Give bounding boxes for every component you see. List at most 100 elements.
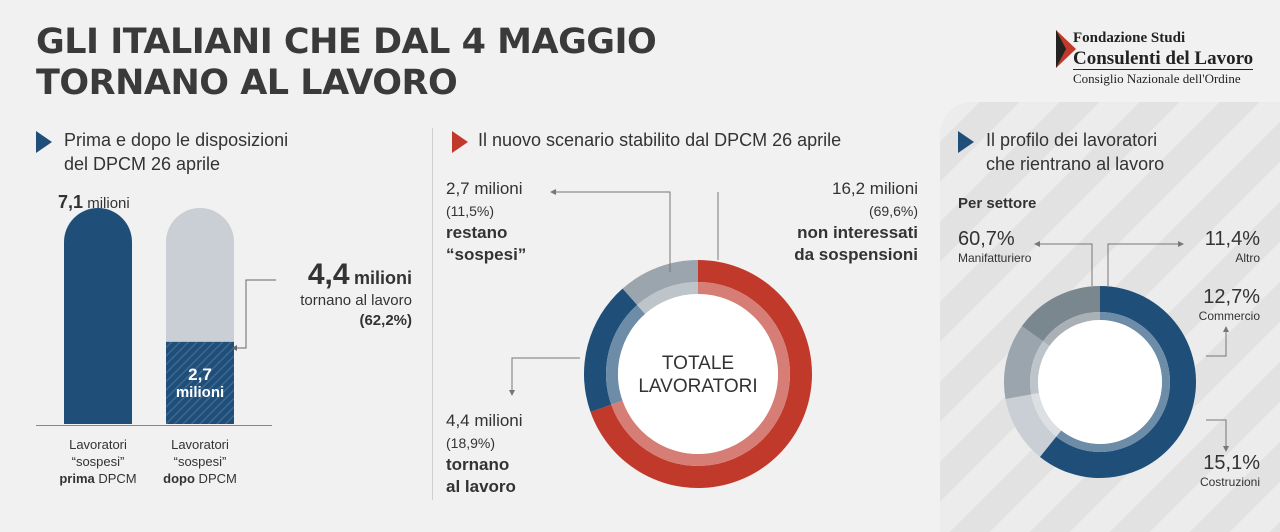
donut-total-leaders [509,189,719,396]
callout-headline: 4,4 milioni [270,258,412,292]
bar-chart-marks [64,208,234,424]
bar1-label-rest: DPCM [94,471,137,486]
bar-chart [64,208,234,424]
title-line-2: TORNANO AL LAVORO [36,63,458,103]
bar2-label-line1: Lavoratori [171,437,229,452]
donut-center-line1: TOTALE [661,353,735,374]
section3-heading-line2: che rientrano al lavoro [986,154,1165,174]
altro-pct: 11,4% [1204,228,1260,250]
callout-line2: tornano al lavoro [300,292,412,309]
non-interessati-pct: (69,6%) [868,203,918,219]
donut1-hole [618,294,778,454]
bar2-value-label: 2,7 milioni [166,366,234,402]
bar2-label-line3: dopo DPCM [152,470,248,487]
logo-line-3: Consiglio Nazionale dell'Ordine [1073,71,1241,86]
callout: 4,4 milioni tornano al lavoro (62,2%) [270,258,412,329]
sector-label-altro: 11,4% Altro [1160,228,1260,265]
sector-label-manifatturiero: 60,7% Manifatturiero [958,228,1031,265]
logo-line-1: Fondazione Studi [1073,30,1186,46]
divider-1 [432,128,433,500]
bar-prima-dpcm [64,208,132,424]
section2-heading: Il nuovo scenario stabilito dal DPCM 26 … [478,130,842,150]
slice-manifatturiero [1039,286,1196,478]
slice-altro-inner [1031,392,1062,437]
page-title: GLI ITALIANI CHE DAL 4 MAGGIO TORNANO AL… [36,22,657,104]
tornano-label1: tornano [446,455,510,474]
bar2-category-label: Lavoratori “sospesi” dopo DPCM [152,436,248,487]
callout-unit: milioni [354,268,412,288]
section3-subheading: Per settore [958,195,1037,212]
bar2-label-rest: DPCM [194,471,237,486]
slice-sospesi-inner [637,282,698,314]
donut-label-non-interessati: 16,2 milioni (69,6%) non interessati da … [748,178,918,266]
bar2-label-line2: “sospesi” [173,454,227,469]
tornano-value: 4,4 milioni [446,411,523,430]
tornano-label2: al lavoro [446,477,516,496]
non-interessati-label2: da sospensioni [794,245,918,264]
bar2-value-number: 2,7 [188,365,212,384]
manifatturiero-name: Manifatturiero [958,251,1032,265]
slice-manifatturiero-inner [1056,312,1170,452]
bar1-value-unit: milioni [87,195,130,212]
sector-label-costruzioni: 15,1% Costruzioni [1160,452,1260,489]
slice-altro [1005,394,1057,457]
slice-tornano [584,288,638,412]
costruzioni-pct: 15,1% [1203,452,1260,474]
logo-rule [1073,69,1253,70]
section2-marker-icon [452,131,468,153]
altro-name: Altro [1235,251,1260,265]
non-interessati-value: 16,2 milioni [832,179,918,198]
section3-heading-line1: Il profilo dei lavoratori [986,130,1158,150]
slice-sospesi [622,260,698,305]
sospesi-label2: “sospesi” [446,245,527,264]
bar1-label-bold: prima [59,471,95,486]
bar-baseline [36,425,272,426]
donut-sector-marks [1004,286,1196,478]
sospesi-value: 2,7 milioni [446,179,523,198]
non-interessati-label1: non interessati [797,223,918,242]
section1-heading: Prima e dopo le disposizioni del DPCM 26… [64,128,288,176]
donut-chart-sector [1004,286,1196,478]
slice-commercio-inner [1030,341,1050,395]
bar-dopo-dpcm [166,341,234,424]
bar1-category-label: Lavoratori “sospesi” prima DPCM [50,436,146,487]
logo-icon [1056,30,1076,68]
tornano-pct: (18,9%) [446,435,496,451]
callout-arrow-icon [232,279,276,351]
bar1-value-number: 7,1 [58,192,84,212]
slice-commercio [1004,326,1044,399]
commercio-name: Commercio [1198,309,1260,323]
bar1-value-label: 7,1 milioni [58,192,130,213]
donut-label-tornano: 4,4 milioni (18,9%) tornano al lavoro [446,410,523,498]
manifatturiero-pct: 60,7% [958,228,1015,250]
donut-label-sospesi: 2,7 milioni (11,5%) restano “sospesi” [446,178,526,266]
sospesi-pct: (11,5%) [446,203,494,219]
callout-number: 4,4 [307,258,350,291]
slice-tornano-inner [606,304,646,405]
bar2-label-bold: dopo [163,471,195,486]
donut-total-marks [584,260,812,488]
donut-sector-leaders [1034,241,1229,452]
donut2-hole [1038,320,1162,444]
bar1-label-line1: Lavoratori [69,437,127,452]
title-line-1: GLI ITALIANI CHE DAL 4 MAGGIO [36,22,657,62]
bar1-label-line3: prima DPCM [50,470,146,487]
costruzioni-name: Costruzioni [1199,475,1260,489]
section3-marker-icon [958,131,974,153]
slice-costruzioni-inner [1043,312,1100,346]
bar2-value-unit: milioni [175,384,225,401]
sospesi-label1: restano [446,223,508,242]
donut-center-line2: LAVORATORI [638,376,758,397]
bar1-label-line2: “sospesi” [71,454,125,469]
logo-line-2: Consulenti del Lavoro [1073,48,1254,69]
section1-marker-icon [36,131,52,153]
section3-heading: Il profilo dei lavoratori che rientrano … [986,128,1164,176]
callout-line3: (62,2%) [359,312,412,329]
section1-heading-line2: del DPCM 26 aprile [64,154,221,174]
donut-total-center: TOTALE LAVORATORI [622,352,774,398]
sector-label-commercio: 12,7% Commercio [1160,286,1260,323]
section1-heading-line1: Prima e dopo le disposizioni [64,130,289,150]
slice-costruzioni [1021,286,1100,342]
commercio-pct: 12,7% [1203,286,1260,308]
donut-chart-total [584,260,812,488]
